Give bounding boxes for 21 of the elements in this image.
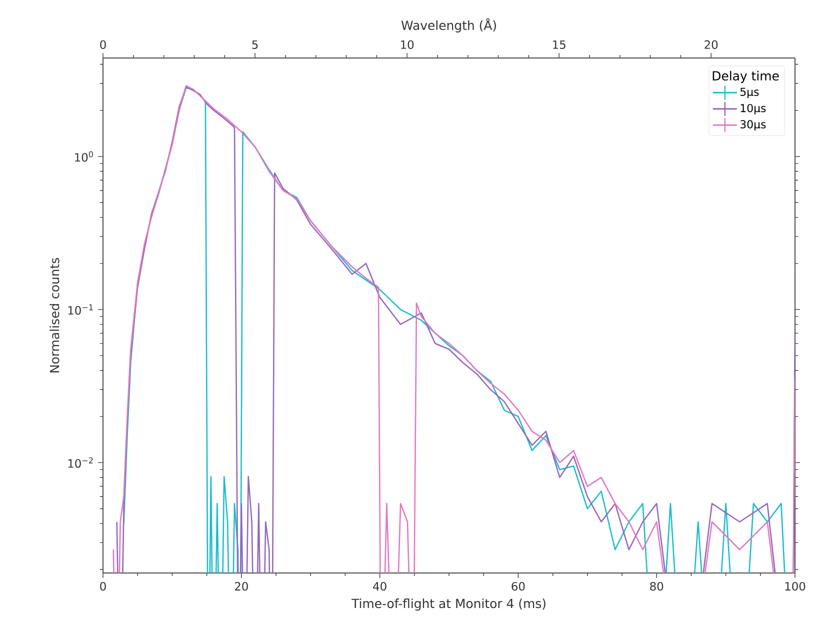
x2-tick-label: 10 — [401, 40, 414, 49]
x2-tick-label: 5 — [252, 40, 258, 49]
x-tick-label: 40 — [373, 582, 386, 591]
legend-label: 30μs — [740, 120, 766, 131]
legend-label: 5μs — [740, 88, 759, 98]
x-axis-title: Time-of-flight at Monitor 4 (ms) — [352, 598, 546, 611]
y-axis-title: Normalised counts — [50, 258, 60, 372]
x-tick-label: 80 — [650, 582, 664, 591]
x2-tick-label: 0 — [100, 40, 106, 49]
y-tick-label: 10$^{−1}$ — [68, 304, 93, 315]
x2-tick-label: 15 — [553, 40, 566, 49]
x-tick-label: 60 — [512, 582, 525, 591]
x2-tick-label: 20 — [704, 40, 718, 49]
y-tick-label: 10$^{−2}$ — [68, 457, 93, 468]
x2-axis-title: Wavelength (Å) — [401, 18, 496, 32]
legend-label: 10μs — [740, 104, 766, 114]
legend-title: Delay time — [712, 70, 779, 83]
y-tick-label: 10$^{0}$ — [75, 151, 93, 162]
x-tick-label: 0 — [100, 582, 106, 591]
x-tick-label: 100 — [785, 582, 806, 591]
x-tick-label: 20 — [234, 582, 248, 591]
